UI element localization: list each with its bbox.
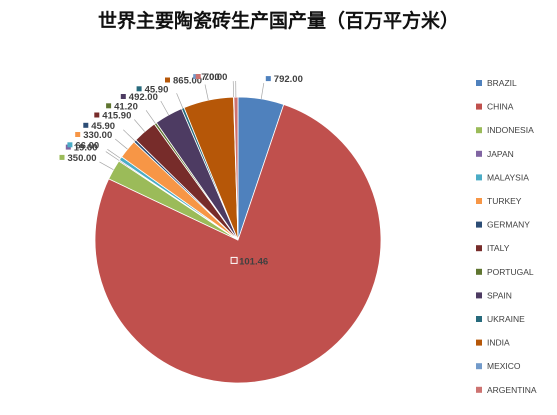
data-label-italy: 415.90 (94, 111, 131, 122)
label-text-argentina: 70.00 (204, 72, 228, 83)
leader-italy (134, 119, 145, 132)
data-label-spain: 492.00 (120, 92, 158, 103)
leader-spain (160, 100, 169, 116)
leader-malaysia (107, 149, 121, 159)
data-label-germany: 45.90 (83, 121, 115, 132)
legend-item-china: CHINA (476, 102, 514, 112)
chart-title: 世界主要陶瓷砖生产国产量（百万平方米） (97, 10, 459, 32)
label-key-malaysia (67, 142, 73, 148)
leader-ukraine (176, 93, 184, 109)
label-key-india (165, 77, 170, 83)
label-text-china: 101.46 (239, 256, 268, 267)
label-key-indonesia (59, 154, 65, 160)
label-text-germany: 45.90 (91, 121, 115, 132)
legend-swatch-china (476, 103, 482, 110)
legend-item-portugal: PORTUGAL (476, 267, 534, 277)
data-label-argentina: 70.00 (195, 72, 228, 83)
leader-germany (123, 129, 136, 142)
leader-brazil (260, 83, 265, 99)
legend-label-japan: JAPAN (487, 149, 514, 159)
data-label-turkey: 330.00 (75, 130, 112, 141)
legend-label-germany: GERMANY (487, 220, 530, 230)
label-key-portugal (106, 103, 112, 109)
legend-item-ukraine: UKRAINE (476, 314, 525, 324)
label-key-italy (94, 112, 100, 118)
label-text-spain: 492.00 (129, 92, 158, 103)
legend-swatch-italy (476, 245, 482, 252)
label-key-ukraine (136, 86, 142, 92)
legend-swatch-turkey (476, 198, 482, 204)
legend-label-india: INDIA (487, 338, 510, 348)
legend-swatch-mexico (476, 363, 482, 370)
data-label-portugal: 41.20 (106, 101, 138, 112)
legend-label-ukraine: UKRAINE (487, 314, 525, 324)
legend-item-argentina: ARGENTINA (476, 385, 537, 395)
legend-item-indonesia: INDONESIA (476, 125, 534, 135)
label-text-india: 865.00 (173, 76, 202, 87)
legend-label-malaysia: MALAYSIA (487, 172, 529, 182)
label-text-mexico: 7.00 (201, 72, 220, 83)
legend-swatch-indonesia (476, 127, 482, 134)
data-label-china: 101.46 (230, 256, 268, 267)
label-text-japan: 19.00 (74, 143, 98, 154)
legend-item-brazil: BRAZIL (476, 78, 517, 88)
legend-label-argentina: ARGENTINA (487, 385, 537, 395)
legend-swatch-spain (476, 292, 482, 299)
legend-swatch-ukraine (476, 316, 482, 322)
leader-japan (105, 151, 120, 161)
leader-mexico (232, 81, 235, 98)
leader-turkey (114, 138, 128, 150)
leader-portugal (145, 110, 156, 124)
legend-item-mexico: MEXICO (476, 361, 521, 371)
label-key-china (230, 256, 238, 264)
legend-label-indonesia: INDONESIA (487, 125, 534, 135)
data-labels: 792.00101.46350.0019.0066.00330.0045.904… (59, 72, 303, 267)
label-key-brazil (265, 76, 271, 82)
leader-india (204, 84, 209, 101)
legend-swatch-malaysia (476, 174, 482, 181)
data-label-india: 865.00 (165, 76, 202, 87)
label-key-argentina (195, 74, 201, 79)
data-label-ukraine: 45.90 (136, 84, 169, 95)
pie-slices (94, 96, 382, 384)
legend-label-italy: ITALY (487, 243, 510, 253)
data-label-brazil: 792.00 (265, 74, 303, 85)
legend-item-italy: ITALY (476, 243, 510, 253)
legend-swatch-argentina (476, 386, 482, 393)
data-label-malaysia: 66.00 (67, 140, 99, 151)
label-key-turkey (75, 132, 81, 137)
legend-swatch-germany (476, 221, 482, 228)
label-text-italy: 415.90 (102, 111, 131, 122)
label-text-turkey: 330.00 (83, 130, 112, 141)
label-key-germany (83, 122, 89, 128)
label-text-brazil: 792.00 (274, 74, 303, 85)
legend-item-turkey: TURKEY (476, 196, 522, 206)
legend-label-brazil: BRAZIL (487, 78, 517, 88)
label-text-portugal: 41.20 (114, 101, 138, 112)
data-label-indonesia: 350.00 (59, 153, 97, 164)
legend-item-germany: GERMANY (476, 220, 530, 230)
legend-item-japan: JAPAN (476, 149, 514, 159)
legend-swatch-brazil (476, 80, 482, 86)
legend-item-malaysia: MALAYSIA (476, 172, 529, 182)
label-text-ukraine: 45.90 (145, 84, 169, 95)
legend-label-mexico: MEXICO (487, 361, 521, 371)
legend-swatch-portugal (476, 268, 482, 275)
label-key-spain (120, 94, 126, 99)
leader-lines (99, 80, 265, 171)
legend-label-turkey: TURKEY (487, 196, 522, 206)
leader-indonesia (99, 161, 114, 171)
label-text-indonesia: 350.00 (68, 153, 97, 164)
label-text-malaysia: 66.00 (75, 140, 99, 151)
slice-china (94, 104, 382, 384)
legend-swatch-japan (476, 150, 482, 157)
legend-item-india: INDIA (476, 338, 510, 348)
legend: BRAZIL CHINA INDONESIA JAPAN MALAYSIA TURKEY G… (476, 78, 537, 395)
legend-item-spain: SPAIN (476, 290, 512, 300)
legend-label-portugal: PORTUGAL (487, 267, 534, 277)
legend-label-china: CHINA (487, 102, 514, 112)
legend-label-spain: SPAIN (487, 290, 512, 300)
legend-swatch-india (476, 339, 482, 346)
